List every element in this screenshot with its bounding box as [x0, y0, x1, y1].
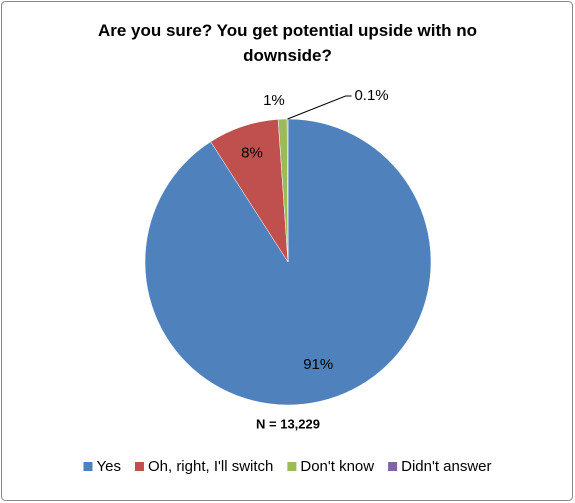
- leader-line: [287, 95, 352, 120]
- legend-swatch: [83, 462, 93, 471]
- legend-swatch: [388, 462, 398, 471]
- annotation: N = 13,229: [256, 416, 320, 431]
- legend-label: Don't know: [300, 458, 374, 475]
- legend-label: Didn't answer: [401, 458, 491, 475]
- legend-swatch: [287, 462, 297, 471]
- data-label: 1%: [263, 92, 285, 109]
- data-label: 0.1%: [354, 87, 388, 104]
- data-label: 91%: [303, 356, 333, 373]
- data-label: 8%: [241, 144, 263, 161]
- legend-label: Yes: [96, 458, 120, 475]
- legend-swatch: [134, 462, 144, 471]
- chart-title: Are you sure? You get potential upside w…: [97, 21, 478, 65]
- legend-label: Oh, right, I'll switch: [148, 458, 273, 475]
